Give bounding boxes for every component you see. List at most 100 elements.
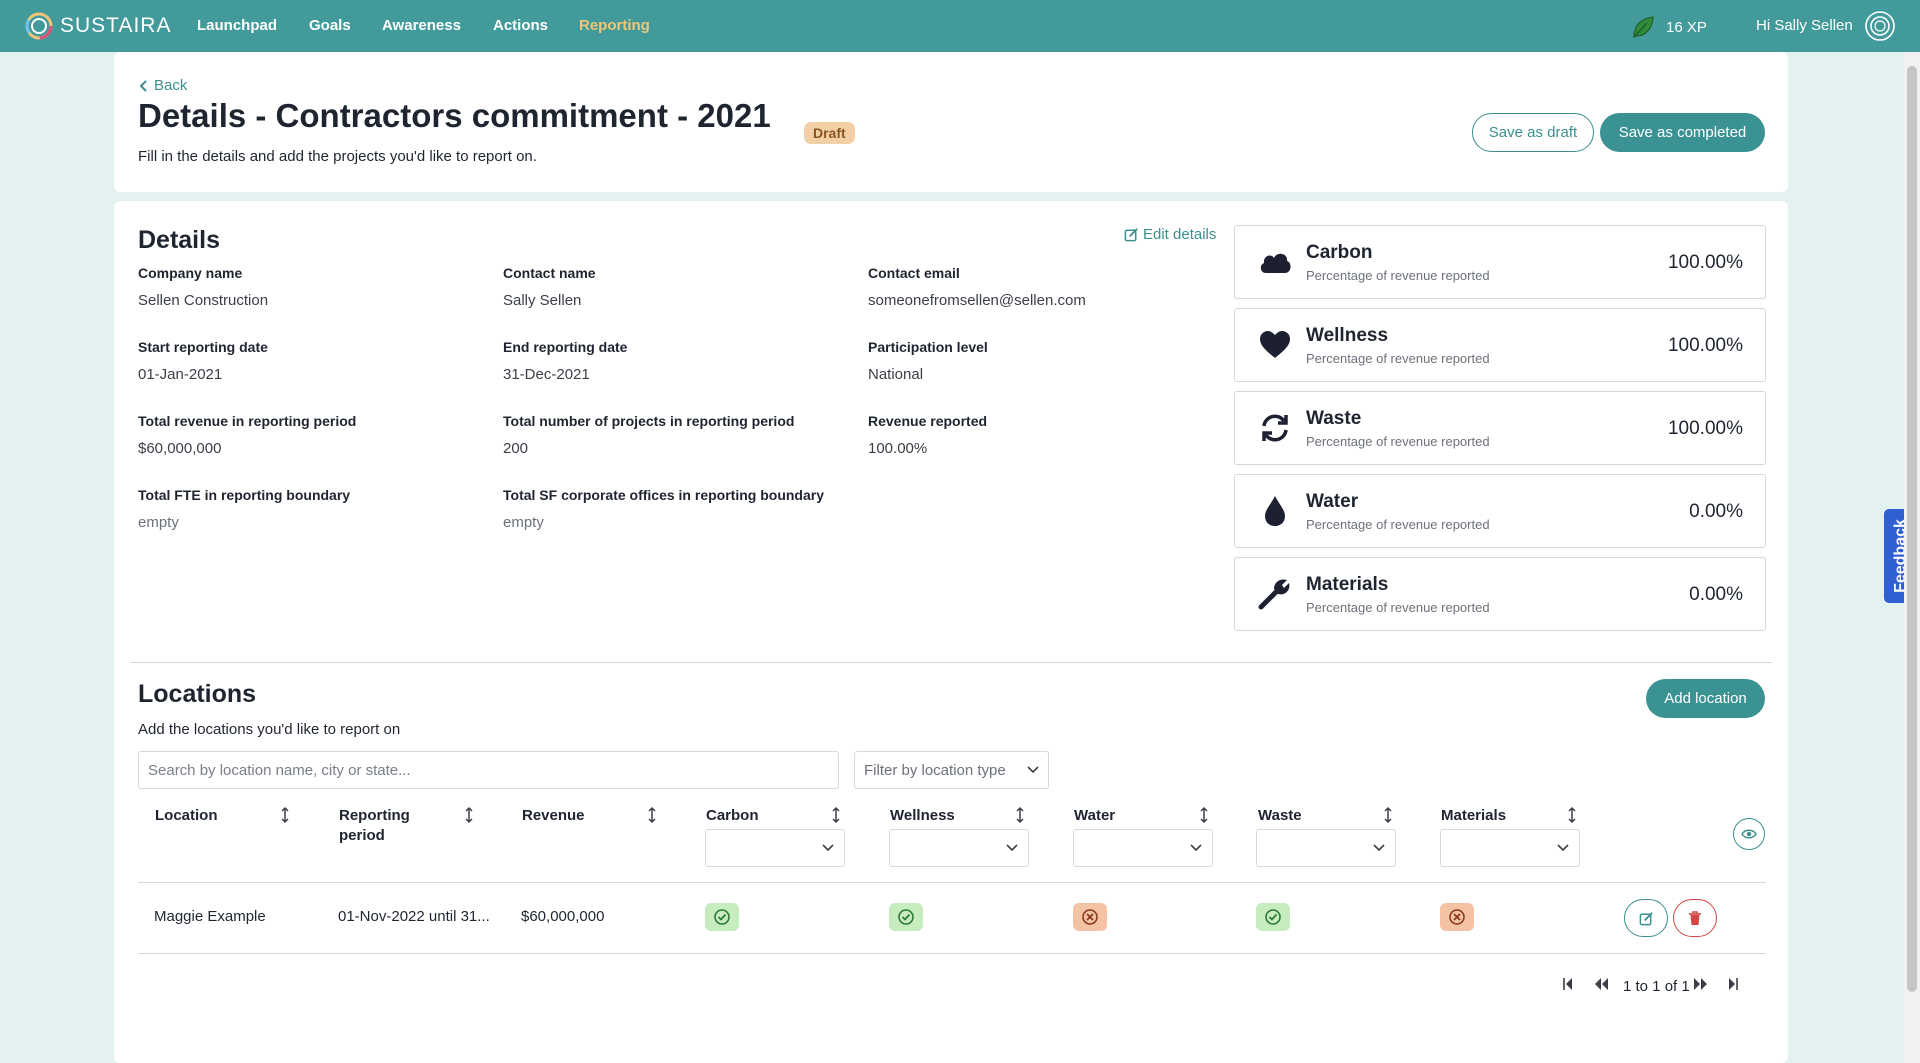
recycle-icon <box>1257 410 1293 446</box>
brand-logo-icon <box>25 12 53 40</box>
metric-sub: Percentage of revenue reported <box>1306 517 1490 532</box>
wellness-column-filter[interactable] <box>889 829 1029 867</box>
user-avatar-icon <box>1865 11 1895 41</box>
sort-icon[interactable] <box>1383 806 1393 824</box>
nav-launchpad[interactable]: Launchpad <box>197 17 278 34</box>
col-header-revenue[interactable]: Revenue <box>522 807 585 824</box>
locations-subtitle: Add the locations you'd like to report o… <box>138 721 401 738</box>
water-column-filter[interactable] <box>1073 829 1213 867</box>
chevron-down-icon <box>1006 844 1018 852</box>
check-circle-icon <box>1265 909 1281 925</box>
chevron-left-icon <box>139 79 147 92</box>
col-header-waste[interactable]: Waste <box>1258 807 1302 824</box>
avatar[interactable] <box>1864 10 1896 42</box>
page-title: Details - Contractors commitment - 2021 <box>138 97 771 134</box>
metric-card-materials: Materials Percentage of revenue reported… <box>1234 557 1766 631</box>
field-label-total-sf-offices: Total SF corporate offices in reporting … <box>503 487 824 503</box>
chevron-down-icon <box>1027 766 1039 774</box>
back-link[interactable]: Back <box>138 77 187 94</box>
location-search-input[interactable] <box>138 751 839 789</box>
wrench-icon <box>1257 576 1293 612</box>
field-value-end-date: 31-Dec-2021 <box>503 366 590 383</box>
user-greeting: Hi Sally Sellen <box>1756 17 1853 34</box>
metric-value: 100.00% <box>1667 252 1743 273</box>
cloud-icon <box>1257 244 1293 280</box>
metric-sub: Percentage of revenue reported <box>1306 351 1490 366</box>
metric-card-wellness: Wellness Percentage of revenue reported … <box>1234 308 1766 382</box>
cell-location[interactable]: Maggie Example <box>154 908 266 925</box>
metric-sub: Percentage of revenue reported <box>1306 600 1490 615</box>
chevron-down-icon <box>1557 844 1569 852</box>
cell-reporting-period: 01-Nov-2022 until 31... <box>338 908 490 925</box>
nav-actions[interactable]: Actions <box>493 17 549 34</box>
carbon-column-filter[interactable] <box>705 829 845 867</box>
xp-indicator[interactable]: 16 XP <box>1630 14 1707 40</box>
column-visibility-button[interactable] <box>1733 818 1765 850</box>
field-value-contact-name: Sally Sellen <box>503 292 582 309</box>
cell-revenue: $60,000,000 <box>521 908 605 925</box>
next-page-icon[interactable] <box>1693 977 1709 991</box>
col-header-carbon[interactable]: Carbon <box>706 807 759 824</box>
metric-value: 100.00% <box>1667 335 1743 356</box>
sort-icon[interactable] <box>1015 806 1025 824</box>
top-nav: SUSTAIRA Launchpad Goals Awareness Actio… <box>0 0 1920 52</box>
col-header-materials[interactable]: Materials <box>1441 807 1507 824</box>
save-draft-button[interactable]: Save as draft <box>1472 113 1594 152</box>
x-circle-icon <box>1449 909 1465 925</box>
sort-icon[interactable] <box>831 806 841 824</box>
waste-column-filter[interactable] <box>1256 829 1396 867</box>
delete-location-button[interactable] <box>1673 899 1717 937</box>
status-badge: Draft <box>804 122 855 144</box>
field-label-total-revenue: Total revenue in reporting period <box>138 413 357 429</box>
scrollbar-thumb[interactable] <box>1907 66 1917 992</box>
carbon-status-complete <box>705 903 739 931</box>
field-value-participation-level: National <box>868 366 924 383</box>
col-header-wellness[interactable]: Wellness <box>890 807 955 824</box>
field-label-total-fte: Total FTE in reporting boundary <box>138 487 351 503</box>
metric-card-waste: Waste Percentage of revenue reported 100… <box>1234 391 1766 465</box>
field-value-revenue-reported: 100.00% <box>868 440 928 457</box>
materials-column-filter[interactable] <box>1440 829 1580 867</box>
field-label-company-name: Company name <box>138 265 243 281</box>
sort-icon[interactable] <box>1199 806 1209 824</box>
edit-details-link[interactable]: Edit details <box>1124 226 1216 243</box>
previous-page-icon[interactable] <box>1593 977 1609 991</box>
sort-icon[interactable] <box>647 806 657 824</box>
chevron-down-icon <box>1190 844 1202 852</box>
col-header-location[interactable]: Location <box>155 807 218 824</box>
nav-awareness[interactable]: Awareness <box>382 17 461 34</box>
col-header-reporting-period[interactable]: Reporting period <box>339 807 410 844</box>
locations-title: Locations <box>138 680 257 708</box>
field-value-start-date: 01-Jan-2021 <box>138 366 223 383</box>
heart-icon <box>1257 327 1293 363</box>
chevron-down-icon <box>822 844 834 852</box>
metric-name: Waste <box>1306 408 1362 429</box>
col-header-water[interactable]: Water <box>1074 807 1116 824</box>
sort-icon[interactable] <box>1567 806 1577 824</box>
field-label-total-projects: Total number of projects in reporting pe… <box>503 413 795 429</box>
brand-logo[interactable]: SUSTAIRA <box>24 11 171 41</box>
field-value-contact-email: someonefromsellen@sellen.com <box>868 292 1086 309</box>
metric-value: 100.00% <box>1667 418 1743 439</box>
add-location-button[interactable]: Add location <box>1646 679 1765 718</box>
location-type-filter-label: Filter by location type <box>864 761 1006 779</box>
first-page-icon[interactable] <box>1562 977 1574 991</box>
metric-card-water: Water Percentage of revenue reported 0.0… <box>1234 474 1766 548</box>
edit-details-label: Edit details <box>1143 226 1217 243</box>
nav-goals[interactable]: Goals <box>309 17 351 34</box>
brand-name: SUSTAIRA <box>60 14 172 37</box>
location-type-filter[interactable]: Filter by location type <box>854 751 1049 789</box>
field-label-contact-email: Contact email <box>868 265 960 281</box>
sort-icon[interactable] <box>280 806 290 824</box>
x-circle-icon <box>1082 909 1098 925</box>
metric-name: Carbon <box>1306 242 1373 263</box>
check-circle-icon <box>898 909 914 925</box>
pagination-summary: 1 to 1 of 1 <box>1623 978 1690 995</box>
waste-status-complete <box>1256 903 1290 931</box>
sort-icon[interactable] <box>464 806 474 824</box>
last-page-icon[interactable] <box>1727 977 1739 991</box>
edit-location-button[interactable] <box>1624 899 1668 937</box>
save-completed-button[interactable]: Save as completed <box>1600 113 1765 152</box>
field-value-total-projects: 200 <box>503 440 529 457</box>
nav-reporting[interactable]: Reporting <box>579 17 650 34</box>
